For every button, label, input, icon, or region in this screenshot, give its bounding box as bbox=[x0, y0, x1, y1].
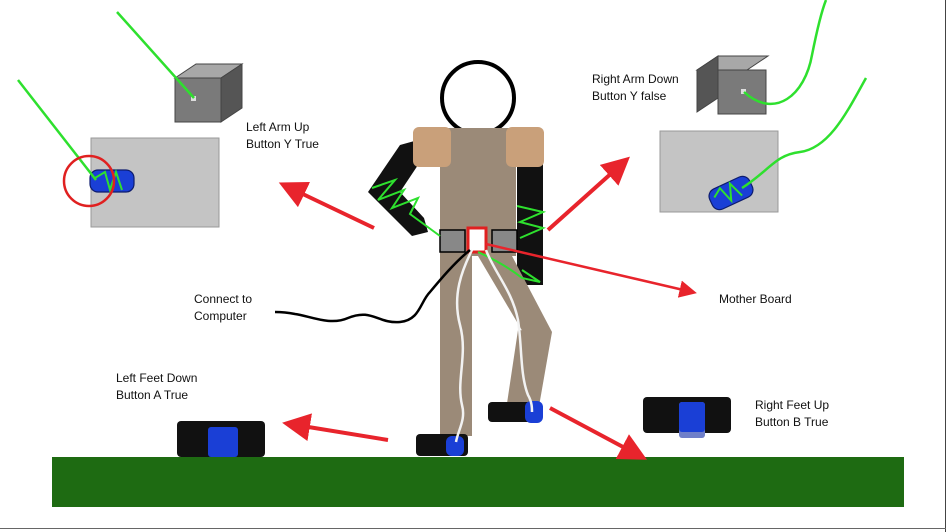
mother-board-label: Mother Board bbox=[719, 292, 792, 306]
bottom-rule bbox=[0, 528, 946, 529]
left-arm-plate-wire bbox=[17, 79, 97, 181]
left-arm-label-line2: Button Y True bbox=[246, 137, 319, 151]
left-arm-wrap bbox=[371, 177, 441, 237]
right-foot-label-line2: Button B True bbox=[755, 415, 829, 429]
arrow-right-arm bbox=[546, 156, 630, 232]
arrow-left-foot bbox=[282, 413, 389, 442]
figure-head bbox=[440, 60, 516, 136]
computer-cable-icon bbox=[274, 249, 471, 324]
right-foot-button-sensor-icon bbox=[643, 397, 731, 438]
belt-box-left bbox=[439, 229, 466, 253]
right-leg-cable bbox=[484, 249, 534, 413]
right-arm-plate-wire bbox=[741, 77, 868, 190]
left-leg-cable bbox=[454, 249, 474, 443]
left-foot-button bbox=[446, 436, 464, 456]
mother-board-box bbox=[466, 226, 488, 254]
highlight-circle bbox=[62, 154, 116, 208]
left-arm bbox=[368, 140, 428, 236]
arrow-mother-board bbox=[485, 242, 697, 298]
right-foot-button bbox=[525, 401, 543, 423]
right-foot-label: Right Feet Up Button B True bbox=[755, 397, 829, 431]
left-arm-button-sensor-icon bbox=[89, 168, 135, 194]
left-arm-plate bbox=[90, 137, 220, 228]
left-arm-box-wire bbox=[116, 11, 195, 99]
left-foot-label-line1: Left Feet Down bbox=[116, 371, 198, 385]
right-arm-label-line1: Right Arm Down bbox=[592, 72, 679, 86]
left-arm-label: Left Arm Up Button Y True bbox=[246, 119, 319, 153]
ground bbox=[52, 457, 904, 507]
right-leg-lower bbox=[506, 330, 552, 412]
left-foot-label: Left Feet Down Button A True bbox=[116, 370, 197, 404]
arrow-left-arm bbox=[278, 181, 375, 230]
right-arm-button-sensor-icon bbox=[708, 175, 754, 211]
right-arm-label-line2: Button Y false bbox=[592, 89, 667, 103]
left-arm-box-sensor-icon bbox=[173, 63, 244, 123]
right-shoulder bbox=[506, 127, 544, 167]
left-shoulder bbox=[413, 127, 451, 167]
right-arm-box-wire bbox=[743, 0, 828, 105]
right-foot-label-line1: Right Feet Up bbox=[755, 398, 830, 412]
left-leg bbox=[440, 256, 472, 436]
right-arm-box-sensor-icon bbox=[695, 55, 770, 115]
left-foot-button-sensor-icon bbox=[177, 421, 265, 457]
left-foot-label-line2: Button A True bbox=[116, 388, 189, 402]
stick-figure bbox=[368, 60, 552, 456]
computer-label-line2: Computer bbox=[194, 309, 247, 323]
computer-label: Connect to Computer bbox=[194, 291, 252, 325]
computer-label-line1: Connect to bbox=[194, 292, 253, 306]
arrow-right-foot bbox=[549, 406, 648, 460]
right-leg-upper bbox=[478, 256, 552, 344]
right-arm-wrap bbox=[477, 205, 547, 283]
left-arm-label-line1: Left Arm Up bbox=[246, 120, 310, 134]
right-arm-label: Right Arm Down Button Y false bbox=[592, 71, 679, 105]
